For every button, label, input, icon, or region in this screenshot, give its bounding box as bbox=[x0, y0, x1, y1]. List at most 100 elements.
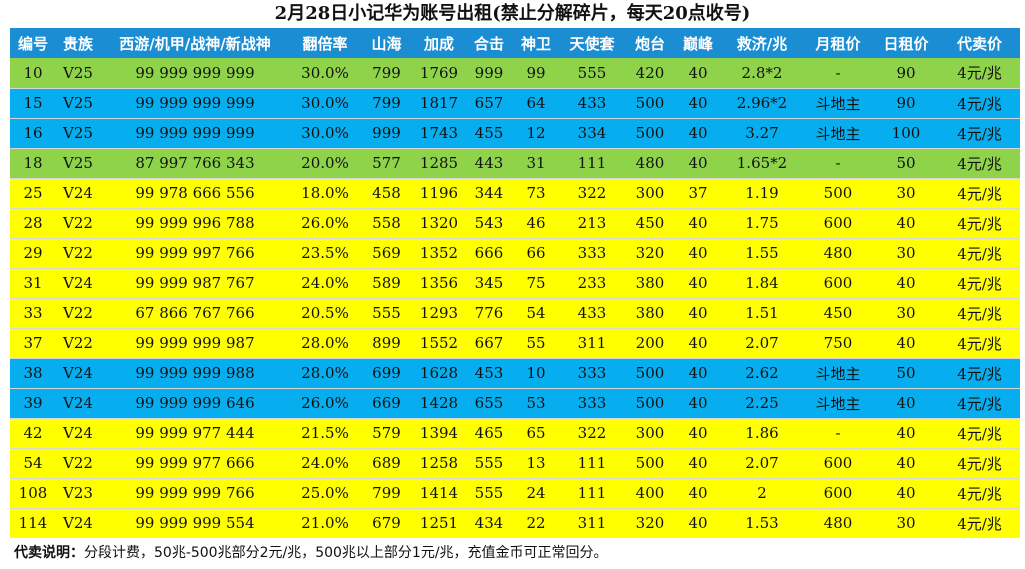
table-cell: 40 bbox=[873, 477, 939, 508]
table-cell: 333 bbox=[559, 387, 625, 418]
table-cell: 40 bbox=[675, 58, 721, 88]
table-cell: 1394 bbox=[413, 417, 465, 448]
table-cell: 1320 bbox=[413, 207, 465, 238]
table-cell: 300 bbox=[625, 177, 675, 208]
table-row: 114 V24 99 999 999 554 21.0% 679 1251 434 22 311… bbox=[10, 507, 1020, 538]
table-cell: 40 bbox=[675, 267, 721, 298]
column-header: 合击 bbox=[473, 34, 504, 53]
table-cell: 480 bbox=[803, 507, 873, 538]
table-cell: 322 bbox=[559, 417, 625, 448]
table-cell: 18 bbox=[10, 147, 56, 178]
table-cell: V22 bbox=[56, 237, 100, 268]
table-cell: 434 bbox=[465, 507, 513, 538]
table-cell: 20.5% bbox=[290, 297, 360, 328]
table-cell: 21.5% bbox=[290, 417, 360, 448]
table-cell: 1414 bbox=[413, 477, 465, 508]
table-cell: V23 bbox=[56, 477, 100, 508]
table-cell: 666 bbox=[465, 237, 513, 268]
table-cell: 23.5% bbox=[290, 237, 360, 268]
table-cell: 4元/兆 bbox=[939, 447, 1020, 478]
table-cell: 699 bbox=[360, 357, 413, 388]
table-cell: 455 bbox=[465, 117, 513, 148]
table-cell: 99 999 996 788 bbox=[100, 207, 290, 238]
table-cell: 30.0% bbox=[290, 87, 360, 118]
sale-note-label: 代卖说明： bbox=[14, 545, 84, 561]
table-cell: 1769 bbox=[413, 58, 465, 88]
table-cell: 1.53 bbox=[721, 507, 803, 538]
table-cell: 40 bbox=[675, 87, 721, 118]
table-cell: 111 bbox=[559, 147, 625, 178]
table-row: 39 V24 99 999 999 646 26.0% 669 1428 655 53 333 5… bbox=[10, 387, 1020, 418]
table-row: 108 V23 99 999 999 766 25.0% 799 1414 555 24 111… bbox=[10, 477, 1020, 508]
table-cell: 555 bbox=[465, 447, 513, 478]
table-cell: 40 bbox=[873, 417, 939, 448]
table-cell: 1285 bbox=[413, 147, 465, 178]
table-cell: 500 bbox=[625, 447, 675, 478]
table-cell: 28.0% bbox=[290, 357, 360, 388]
table-cell: 99 999 977 666 bbox=[100, 447, 290, 478]
table-cell: 233 bbox=[559, 267, 625, 298]
table-cell: 4元/兆 bbox=[939, 417, 1020, 448]
table-cell: 655 bbox=[465, 387, 513, 418]
table-cell: 657 bbox=[465, 87, 513, 118]
table-cell: 111 bbox=[559, 477, 625, 508]
table-cell: 73 bbox=[513, 177, 559, 208]
table-cell: 40 bbox=[873, 387, 939, 418]
table-row: 54 V22 99 999 977 666 24.0% 689 1258 555 13 111 5… bbox=[10, 447, 1020, 478]
table-cell: 斗地主 bbox=[803, 87, 873, 118]
table-cell: 30.0% bbox=[290, 58, 360, 88]
table-cell: 22 bbox=[513, 507, 559, 538]
table-row: 16 V25 99 999 999 999 30.0% 999 1743 455 12 334 5… bbox=[10, 117, 1020, 148]
table-cell: 1.65*2 bbox=[721, 147, 803, 178]
table-row: 42 V24 99 999 977 444 21.5% 579 1394 465 65 322 3… bbox=[10, 417, 1020, 448]
table-cell: 67 866 767 766 bbox=[100, 297, 290, 328]
table-cell: 30.0% bbox=[290, 117, 360, 148]
table-row: 10 V25 99 999 999 999 30.0% 799 1769 999 99 555 4… bbox=[10, 58, 1020, 88]
table-cell: 200 bbox=[625, 327, 675, 358]
table-cell: V22 bbox=[56, 207, 100, 238]
table-cell: 465 bbox=[465, 417, 513, 448]
table-cell: 54 bbox=[513, 297, 559, 328]
table-cell: 450 bbox=[625, 207, 675, 238]
table-cell: 2 bbox=[721, 477, 803, 508]
column-header: 加成 bbox=[423, 34, 454, 53]
column-header: 山海 bbox=[371, 34, 402, 53]
table-cell: 320 bbox=[625, 507, 675, 538]
table-row: 15 V25 99 999 999 999 30.0% 799 1817 657 64 433 5… bbox=[10, 87, 1020, 118]
table-cell: 458 bbox=[360, 177, 413, 208]
table-cell: 30 bbox=[873, 507, 939, 538]
table-cell: 1196 bbox=[413, 177, 465, 208]
table-cell: 39 bbox=[10, 387, 56, 418]
table-cell: 40 bbox=[873, 447, 939, 478]
table-cell: 斗地主 bbox=[803, 117, 873, 148]
table-cell: - bbox=[803, 58, 873, 88]
table-row: 37 V22 99 999 999 987 28.0% 899 1552 667 55 311 2… bbox=[10, 327, 1020, 358]
table-cell: 12 bbox=[513, 117, 559, 148]
table-cell: 4元/兆 bbox=[939, 357, 1020, 388]
table-cell: 689 bbox=[360, 447, 413, 478]
column-header: 代卖价 bbox=[956, 34, 1002, 53]
table-cell: 99 999 999 999 bbox=[100, 117, 290, 148]
table-cell: 31 bbox=[10, 267, 56, 298]
column-header: 神卫 bbox=[520, 34, 551, 53]
table-cell: 29 bbox=[10, 237, 56, 268]
table-cell: 40 bbox=[873, 327, 939, 358]
table-cell: 667 bbox=[465, 327, 513, 358]
table-cell: 1428 bbox=[413, 387, 465, 418]
sale-note-text: 分段计费，50兆-500兆部分2元/兆，500兆以上部分1元/兆，充值金币可正常… bbox=[84, 545, 608, 561]
table-cell: 10 bbox=[10, 58, 56, 88]
table-cell: 99 999 999 554 bbox=[100, 507, 290, 538]
table-cell: V24 bbox=[56, 267, 100, 298]
table-cell: 4元/兆 bbox=[939, 327, 1020, 358]
table-cell: 4元/兆 bbox=[939, 207, 1020, 238]
table-cell: 20.0% bbox=[290, 147, 360, 178]
table-cell: 453 bbox=[465, 357, 513, 388]
table-cell: 750 bbox=[803, 327, 873, 358]
column-header: 天使套 bbox=[569, 34, 615, 53]
table-row: 25 V24 99 978 666 556 18.0% 458 1196 344 73 322 3… bbox=[10, 177, 1020, 208]
table-cell: 500 bbox=[803, 177, 873, 208]
table-cell: 334 bbox=[559, 117, 625, 148]
table-cell: 99 999 999 987 bbox=[100, 327, 290, 358]
table-cell: 450 bbox=[803, 297, 873, 328]
table-cell: 1.84 bbox=[721, 267, 803, 298]
